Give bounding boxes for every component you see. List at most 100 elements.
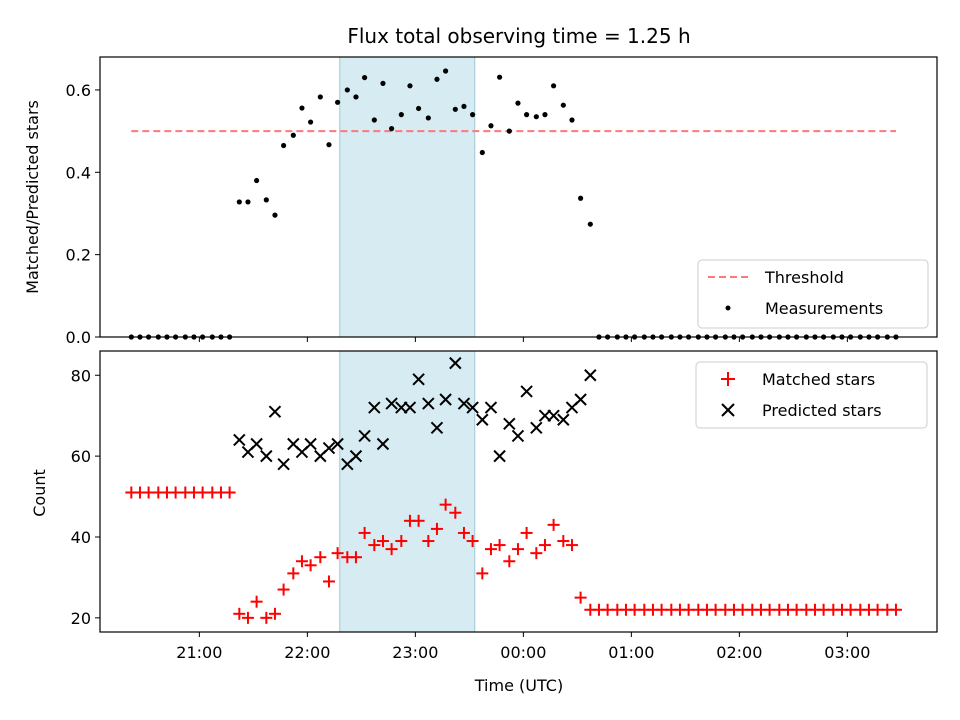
predicted-legend-swatch <box>721 403 735 417</box>
predicted-star-point <box>547 409 560 422</box>
predicted-star-point <box>385 397 398 410</box>
x-axis-label: Time (UTC) <box>474 676 563 695</box>
measurement-point <box>389 126 395 132</box>
bottom-y-tick-label: 40 <box>71 528 91 547</box>
measurement-point <box>326 142 332 148</box>
predicted-star-point <box>484 401 498 414</box>
matched-star-point <box>520 526 533 539</box>
measurement-point <box>281 142 287 149</box>
measurement-point <box>524 112 530 118</box>
matched-star-point <box>331 547 344 560</box>
measurement-point <box>470 112 476 118</box>
top-legend-box <box>697 259 929 329</box>
predicted-star-point <box>449 356 462 370</box>
bottom-plot-frame <box>99 350 938 633</box>
measurement-point <box>452 106 458 112</box>
predicted-star-point <box>493 449 506 463</box>
predicted-star-point <box>476 413 489 426</box>
matched-star-point <box>376 535 389 548</box>
matched-star-point <box>223 486 236 499</box>
predicted-star-point <box>511 429 525 443</box>
measurement-point <box>263 197 269 203</box>
measurement-point <box>398 112 404 118</box>
measurement-point <box>245 199 251 205</box>
matched-star-point <box>395 535 408 548</box>
measurement-point <box>416 105 422 112</box>
measurement-point <box>488 123 494 129</box>
measurement-point <box>434 76 440 82</box>
matched-star-point <box>557 535 570 548</box>
top-panel: 0.0 0.2 0.4 0.6 Matched/Predicted stars Thr… <box>23 56 938 347</box>
measurement-point <box>569 117 575 123</box>
predicted-star-point <box>466 401 479 414</box>
measurement-point <box>560 102 566 108</box>
predicted-star-point <box>368 401 381 414</box>
bottom-y-axis-label: Count <box>30 469 49 517</box>
matched-star-point <box>277 583 290 596</box>
matched-star-point <box>530 547 543 560</box>
bottom-legend-box <box>695 361 928 429</box>
matched-star-point <box>538 539 551 552</box>
matched-star-point <box>484 543 497 556</box>
bottom-highlight-span <box>339 351 475 632</box>
x-tick-label: 22:00 <box>284 643 330 662</box>
measurement-point <box>290 132 296 138</box>
top-y-tick-label: 0.4 <box>66 163 91 182</box>
matched-star-point <box>493 539 506 552</box>
bottom-y-tick-label: 80 <box>71 366 91 385</box>
measurement-point <box>533 114 539 120</box>
matched-star-point <box>349 551 362 564</box>
bottom-axis-ticks: 20 40 60 80 21:00 22:00 23:00 00:00 01:00 02:00 03… <box>71 351 870 662</box>
measurement-point <box>317 94 323 100</box>
bottom-panel: 20 40 60 80 21:00 22:00 23:00 00:00 01:00 02:00 03… <box>30 350 938 695</box>
top-legend: Threshold Measurements <box>697 259 929 329</box>
predicted-star-point <box>530 421 543 435</box>
x-tick-label: 02:00 <box>716 643 762 662</box>
x-tick-label: 23:00 <box>392 643 438 662</box>
matched-star-point <box>547 518 560 531</box>
predicted-star-point <box>250 437 263 451</box>
matched-star-point <box>250 595 263 608</box>
measurement-point <box>542 112 548 118</box>
predicted-star-point <box>557 413 570 426</box>
measurement-point <box>479 149 485 156</box>
matched-star-point <box>574 591 587 604</box>
matched-legend-label: Matched stars <box>762 370 875 389</box>
matched-star-point <box>449 506 462 519</box>
top-y-tick-label: 0.6 <box>66 81 91 100</box>
matched-star-point <box>457 526 470 539</box>
bottom-series <box>125 356 902 624</box>
matched-star-point <box>565 539 578 552</box>
measurement-point <box>497 74 503 80</box>
measurement-point <box>461 103 467 110</box>
matched-star-point <box>287 567 300 580</box>
x-tick-label: 21:00 <box>176 643 222 662</box>
matched-star-point <box>476 567 489 580</box>
bottom-legend: Matched stars Predicted stars <box>695 361 928 429</box>
measurement-point <box>272 212 278 218</box>
matched-star-point <box>368 539 381 552</box>
measurement-point <box>299 105 305 111</box>
bottom-y-tick-label: 20 <box>71 609 91 628</box>
predicted-star-point <box>233 433 246 447</box>
predicted-star-point <box>304 437 317 451</box>
predicted-star-point <box>503 417 516 430</box>
measurement-point <box>344 87 350 93</box>
matched-star-point <box>358 526 371 539</box>
predicted-star-point <box>584 369 597 382</box>
matched-star-point <box>304 559 317 572</box>
matched-star-point <box>233 607 246 620</box>
predicted-star-point <box>322 441 336 455</box>
chart-title: Flux total observing time = 1.25 h <box>347 24 690 48</box>
top-highlight-span <box>339 57 475 337</box>
top-y-tick-label: 0.2 <box>66 246 91 265</box>
measurement-point <box>353 94 359 100</box>
matched-star-point <box>511 543 524 556</box>
measurement-point <box>335 99 341 105</box>
top-y-tick-label: 0.0 <box>66 328 91 347</box>
predicted-star-point <box>277 458 290 471</box>
predicted-star-point <box>358 429 371 443</box>
measurement-point <box>362 74 368 81</box>
matched-star-point <box>430 522 443 535</box>
